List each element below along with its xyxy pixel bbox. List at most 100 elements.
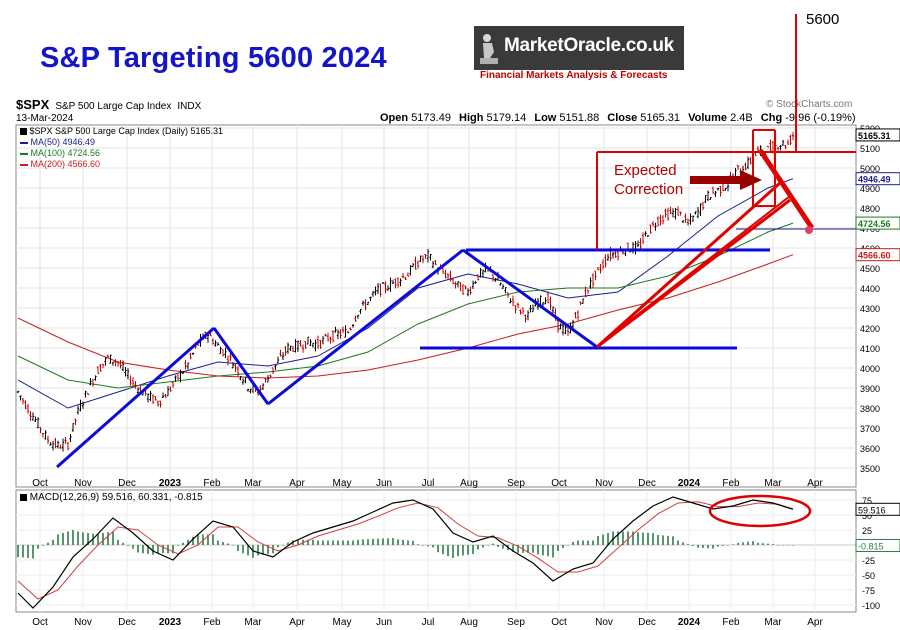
price-x-tick-label: Nov: [595, 478, 613, 489]
macd-histogram-bar: [307, 539, 309, 545]
ohlc-bar: [581, 298, 585, 304]
price-tick-label: 3800: [860, 404, 880, 414]
ohlc-bar: [521, 307, 525, 315]
macd-histogram-bar: [402, 539, 404, 545]
price-x-tick-label: Dec: [638, 478, 656, 489]
ohlc-bar: [679, 211, 682, 216]
macd-histogram-bar: [327, 540, 329, 545]
macd-histogram-bar: [492, 543, 494, 545]
ohlc-bar: [229, 353, 232, 362]
macd-histogram-bar: [662, 535, 664, 545]
ohlc-bar: [594, 270, 597, 281]
macd-histogram-bar: [782, 545, 784, 546]
macd-histogram-bar: [412, 540, 414, 545]
ohlc-bar: [384, 281, 387, 294]
macd-histogram-bar: [602, 534, 604, 545]
ohlc-bar: [106, 354, 110, 359]
macd-histogram-bar: [737, 542, 739, 545]
ohlc-bar: [589, 277, 592, 289]
close-value: 5165.31: [640, 112, 681, 124]
macd-legend: MACD(12,26,9) 59.516, 60.331, -0.815: [20, 492, 203, 503]
ohlc-bar: [159, 400, 162, 408]
macd-x-tick-label: Dec: [638, 617, 656, 628]
volume-label: Volume: [688, 112, 728, 124]
ohlc-bar: [321, 335, 325, 345]
macd-tick-label: 25: [862, 526, 872, 536]
ohlc-bar: [611, 252, 615, 259]
macd-histogram-bar: [542, 545, 544, 556]
macd-histogram-bar: [27, 545, 29, 558]
ohlc-bar: [659, 214, 662, 226]
price-panel-frame: [15, 124, 857, 488]
ohlc-bar: [591, 273, 595, 288]
ohlc-bar: [781, 139, 785, 146]
ohlc-bar: [449, 270, 452, 282]
ohlc-bar: [574, 312, 577, 319]
price-tick-label: 3600: [860, 444, 880, 454]
ohlc-bar: [596, 267, 600, 271]
macd-last-tag: 59.516: [858, 505, 886, 515]
ohlc-bar: [514, 305, 517, 314]
ohlc-bar: [176, 374, 180, 380]
price-x-tick-label: Oct: [32, 478, 48, 489]
macd-histogram-bar: [262, 545, 264, 555]
macd-histogram-bar: [567, 545, 569, 546]
macd-histogram-bar: [242, 545, 244, 554]
ohlc-bar: [36, 417, 40, 429]
macd-histogram-bar: [427, 545, 429, 547]
price-x-tick-label: Apr: [289, 478, 305, 489]
price-x-tick-label: Nov: [74, 478, 92, 489]
ohlc-bar: [494, 278, 497, 282]
price-x-tick-label: Dec: [118, 478, 136, 489]
ohlc-bar: [309, 339, 312, 346]
macd-x-tick-label: 2024: [678, 617, 701, 628]
macd-histogram-bar: [497, 545, 499, 547]
macd-histogram-bar: [47, 542, 49, 545]
price-x-axis: Oct Nov Dec 2023 Feb Mar Apr May Jun Jul Aug Sep Oct…: [32, 478, 823, 489]
ohlc-bar: [706, 190, 710, 202]
macd-histogram-bar: [477, 545, 479, 550]
macd-histogram-bar: [672, 536, 674, 545]
ohlc-bar: [86, 392, 90, 396]
ohlc-bar: [701, 201, 705, 211]
ohlc-bar: [666, 207, 670, 221]
ohlc-bar: [114, 359, 117, 367]
ohlc-bar: [681, 220, 685, 224]
ohlc-bar: [64, 436, 67, 444]
ohlc-bar: [786, 139, 790, 146]
ohlc-bar: [354, 315, 357, 322]
ohlc-bar: [691, 215, 695, 222]
ohlc-bar: [454, 281, 457, 289]
logo-tagline: Financial Markets Analysis & Forecasts: [480, 70, 668, 81]
macd-histogram-bar: [562, 545, 564, 548]
macd-x-tick-label: Mar: [764, 617, 782, 628]
ohlc-bar: [516, 302, 520, 309]
price-x-tick-label: Feb: [722, 478, 740, 489]
ohlc-bar: [289, 345, 292, 352]
ohlc-bar: [186, 362, 190, 370]
macd-y-axis: 75 50 25 -25 -50 -75 -100 59.516 -0.815: [855, 496, 900, 611]
ohlc-bar: [276, 356, 280, 364]
macd-histogram: [17, 530, 794, 559]
ohlc-bar: [461, 284, 465, 296]
ohlc-bar: [501, 284, 505, 290]
price-tick-label: 4800: [860, 204, 880, 214]
macd-histogram-bar: [607, 533, 609, 545]
marketoracle-logo[interactable]: MarketOracle.co.uk Financial Markets Ana…: [474, 26, 684, 82]
macd-legend-text: MACD(12,26,9) 59.516, 60.331, -0.815: [29, 492, 203, 503]
macd-histogram-bar: [772, 544, 774, 545]
ohlc-bar: [399, 278, 402, 287]
macd-histogram-bar: [37, 545, 39, 549]
ohlc-bar: [684, 213, 687, 223]
ohlc-bar: [146, 393, 150, 403]
ohlc-bar: [191, 352, 195, 356]
legend-ma200-text: MA(200) 4566.60: [30, 159, 101, 169]
ohlc-bar: [171, 381, 175, 388]
ohlc-bar: [479, 267, 482, 278]
macd-histogram-bar: [642, 532, 644, 545]
price-x-tick-label: Mar: [244, 478, 262, 489]
macd-histogram-bar: [247, 545, 249, 556]
ohlc-bar: [769, 139, 772, 152]
stockcharts-watermark: © StockCharts.com: [766, 99, 853, 110]
macd-histogram-bar: [547, 545, 549, 557]
